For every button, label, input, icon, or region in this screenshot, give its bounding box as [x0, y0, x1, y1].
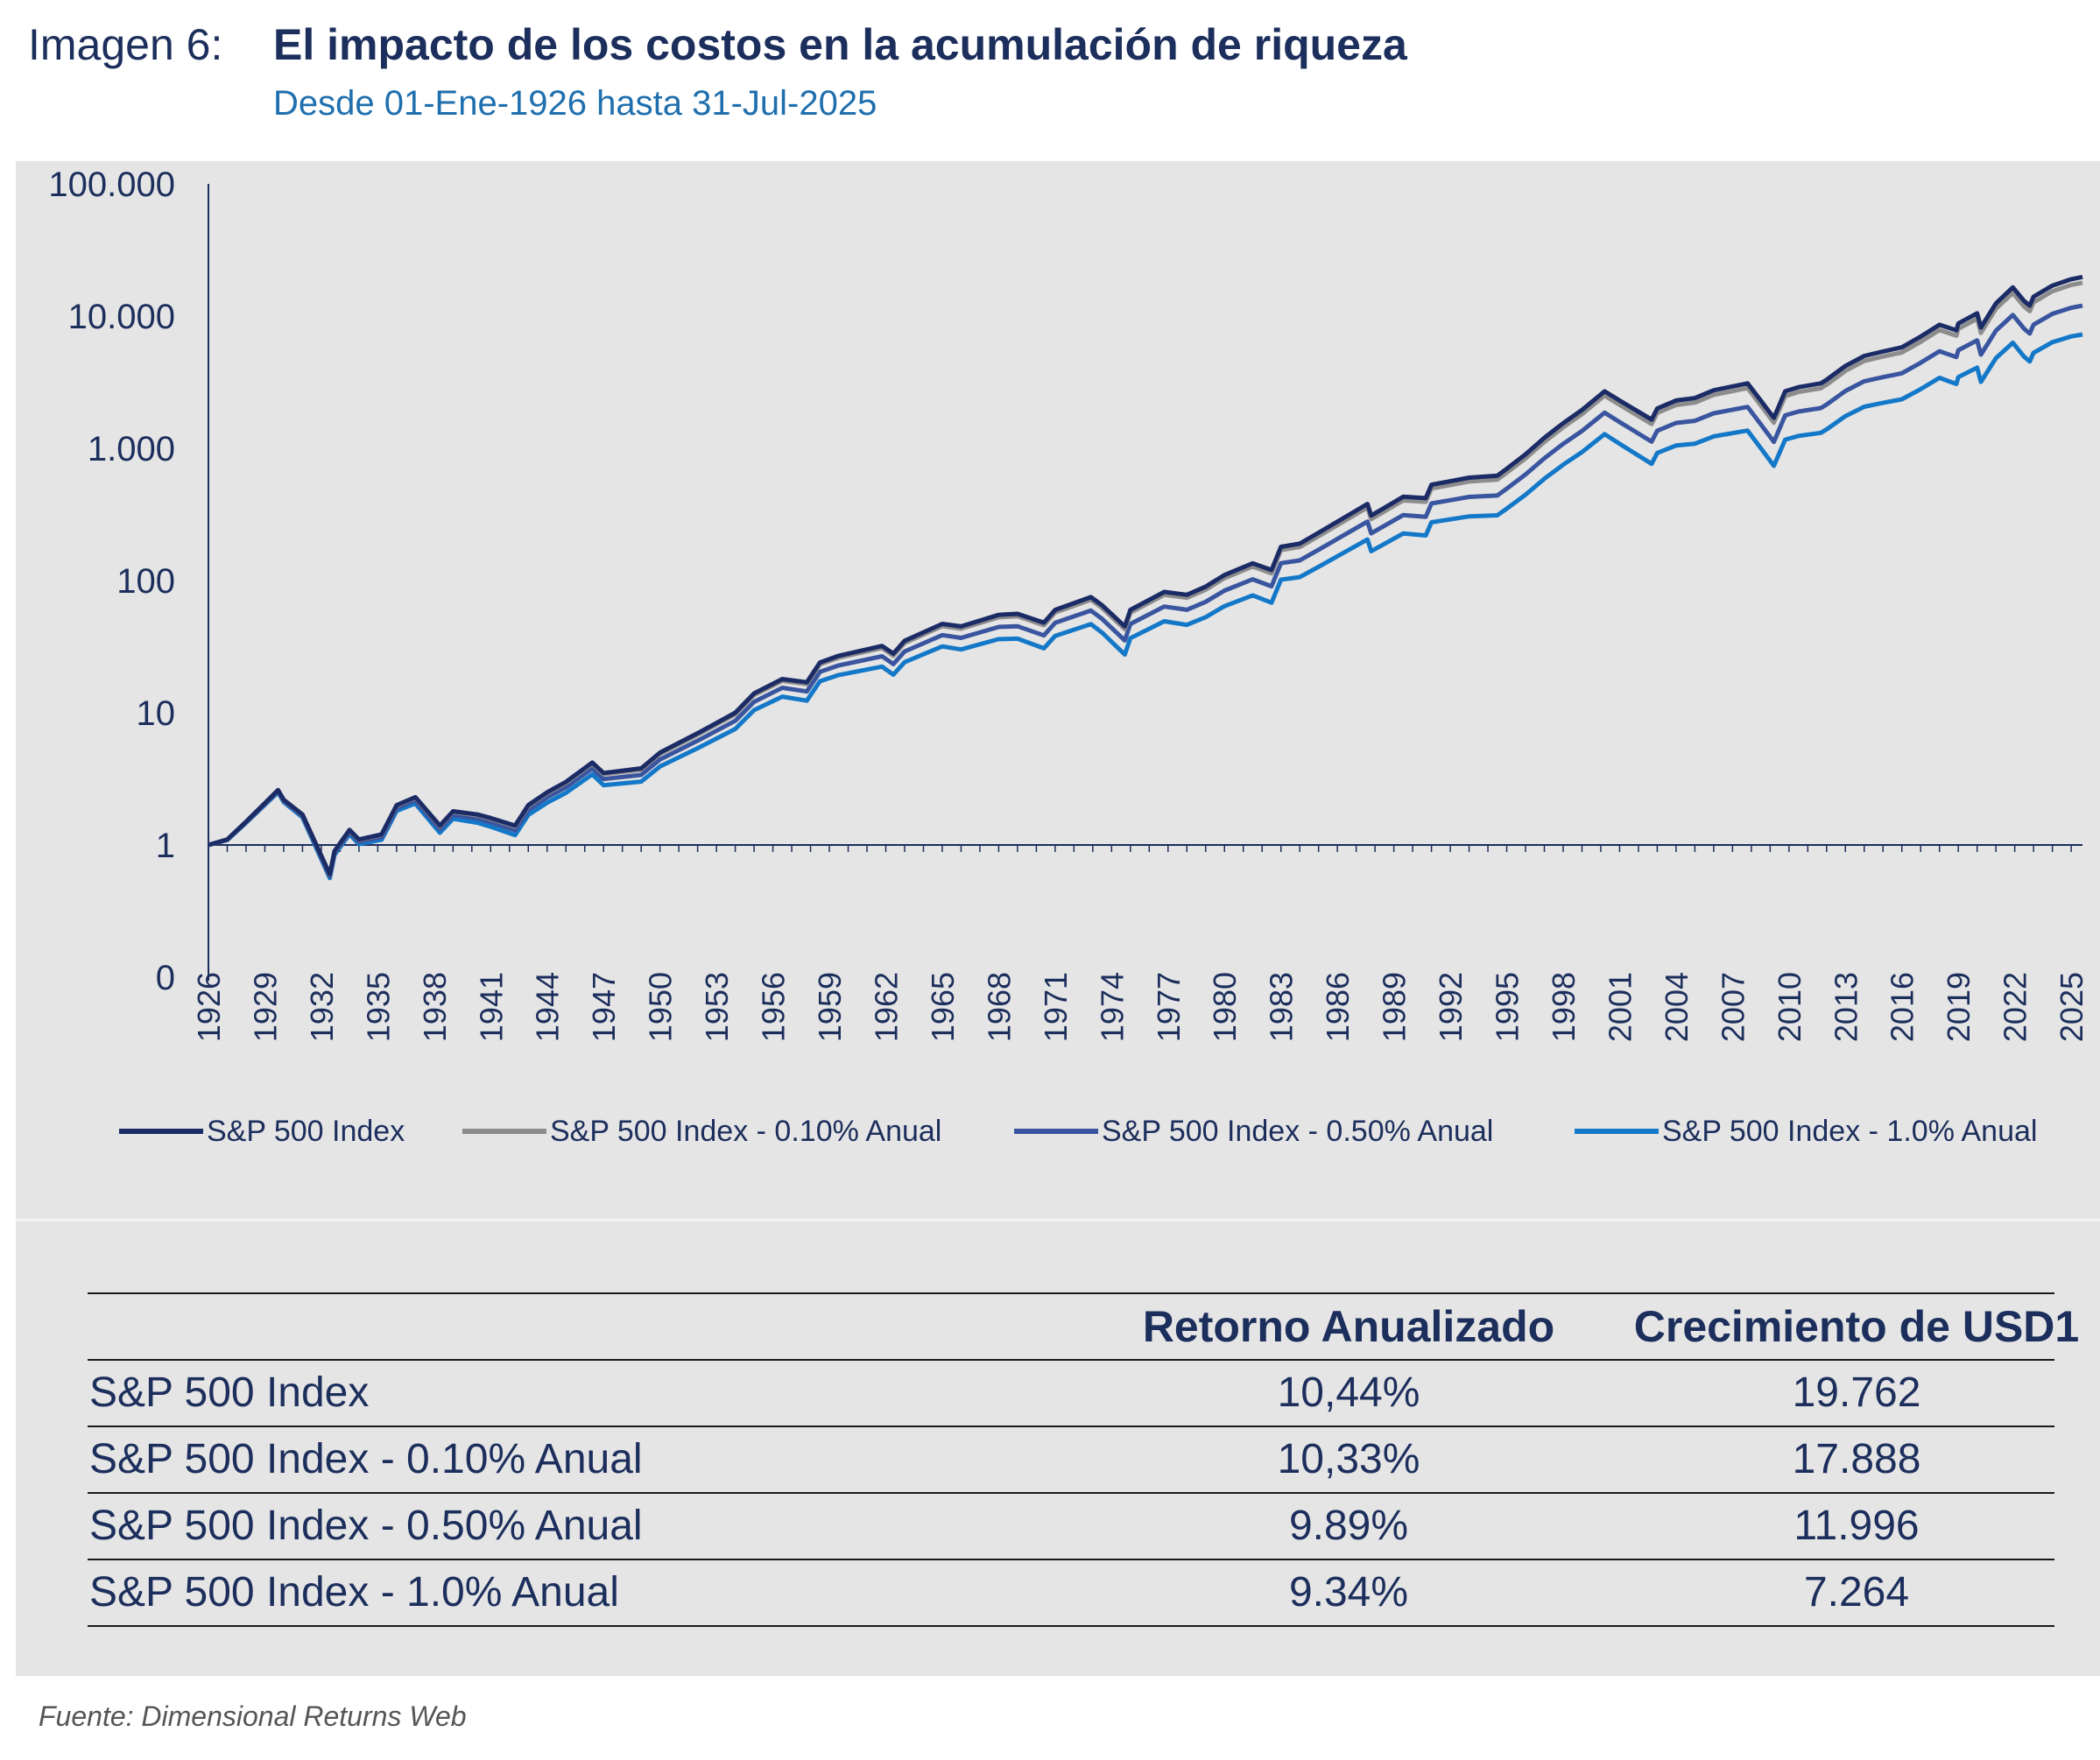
panel-divider	[16, 1219, 2100, 1221]
series-line-2	[208, 303, 2083, 879]
table-row: S&P 500 Index - 0.10% Anual 10,33% 17.88…	[88, 1427, 2054, 1494]
x-tick-label: 2022	[1998, 972, 2033, 1042]
legend-label-sp500: S&P 500 Index	[207, 1114, 405, 1148]
x-tick-label: 2004	[1659, 972, 1695, 1042]
legend-item-sp500-100: S&P 500 Index - 1.0% Anual	[1575, 1105, 2037, 1158]
figure-label: Imagen 6:	[28, 20, 223, 69]
chart-title: El impacto de los costos en la acumulaci…	[273, 20, 1407, 69]
y-tick-label: 0	[156, 959, 175, 997]
row-return: 9.89%	[1288, 1503, 1409, 1549]
legend-swatch-sp500-100	[1575, 1129, 1659, 1134]
row-growth: 17.888	[1792, 1436, 1921, 1482]
x-tick-label: 1980	[1207, 972, 1243, 1042]
x-tick-label: 2007	[1715, 972, 1751, 1042]
legend-item-sp500-010: S&P 500 Index - 0.10% Anual	[462, 1105, 941, 1158]
legend-swatch-sp500-010	[462, 1129, 546, 1134]
chart-legend: S&P 500 Index S&P 500 Index - 0.10% Anua…	[119, 1105, 2089, 1158]
legend-label-sp500-010: S&P 500 Index - 0.10% Anual	[550, 1114, 942, 1148]
legend-item-sp500-050: S&P 500 Index - 0.50% Anual	[1014, 1105, 1493, 1158]
series-line-1	[208, 280, 2083, 877]
x-tick-label: 2001	[1602, 972, 1638, 1042]
x-tick-label: 1989	[1377, 972, 1413, 1042]
x-tick-label: 2016	[1885, 972, 1920, 1042]
y-tick-label: 100	[116, 562, 175, 601]
y-tick-label: 1	[156, 827, 175, 865]
row-growth: 11.996	[1793, 1503, 1920, 1549]
legend-item-sp500: S&P 500 Index	[119, 1105, 405, 1158]
row-name: S&P 500 Index - 1.0% Anual	[89, 1569, 619, 1616]
x-tick-label: 2010	[1772, 972, 1808, 1042]
legend-label-sp500-100: S&P 500 Index - 1.0% Anual	[1662, 1114, 2038, 1148]
x-tick-label: 1968	[981, 972, 1017, 1042]
x-tick-label: 1944	[530, 972, 566, 1042]
results-table: Retorno Anualizado Crecimiento de USD1 S…	[88, 1292, 2079, 1627]
x-tick-label: 1974	[1094, 972, 1130, 1042]
table-header-growth: Crecimiento de USD1	[1633, 1302, 2080, 1351]
x-tick-label: 1941	[473, 972, 509, 1042]
legend-swatch-sp500-050	[1014, 1129, 1098, 1134]
row-return: 9.34%	[1288, 1569, 1409, 1616]
y-tick-label: 1.000	[88, 430, 175, 468]
legend-swatch-sp500	[119, 1129, 203, 1134]
x-tick-label: 2019	[1941, 972, 1977, 1042]
chart-axes: 0 1 10 100 1.000 10.000 100.000 1926 1929 1932 193…	[48, 165, 2089, 1042]
x-tick-label: 1947	[586, 972, 622, 1042]
row-growth: 7.264	[1803, 1569, 1910, 1616]
table-row: S&P 500 Index - 0.50% Anual 9.89% 11.996	[88, 1494, 2054, 1560]
row-name: S&P 500 Index	[89, 1369, 370, 1416]
table-header-row: Retorno Anualizado Crecimiento de USD1	[88, 1292, 2079, 1361]
x-tick-label: 1965	[925, 972, 961, 1042]
x-tick-label: 2013	[1828, 972, 1864, 1042]
x-tick-label: 1926	[191, 972, 227, 1042]
row-name: S&P 500 Index - 0.50% Anual	[89, 1503, 643, 1549]
x-tick-label: 1971	[1038, 972, 1074, 1042]
y-tick-label: 100.000	[48, 165, 175, 204]
row-growth: 19.762	[1792, 1369, 1921, 1416]
x-tick-label: 1959	[812, 972, 848, 1042]
table-header-return: Retorno Anualizado	[1142, 1302, 1555, 1351]
table-row: S&P 500 Index 10,44% 19.762	[88, 1361, 2054, 1427]
x-tick-label: 1938	[417, 972, 453, 1042]
x-tick-label: 1935	[360, 972, 396, 1042]
series-line-0	[208, 274, 2083, 876]
line-chart: 0 1 10 100 1.000 10.000 100.000 1926 1929 1932 193…	[48, 165, 2089, 1042]
row-return: 10,44%	[1277, 1369, 1420, 1416]
x-tick-label: 2025	[2054, 972, 2089, 1042]
x-tick-label: 1983	[1264, 972, 1300, 1042]
x-tick-label: 1992	[1433, 972, 1469, 1042]
row-return: 10,33%	[1277, 1436, 1420, 1482]
x-tick-label: 1953	[699, 972, 735, 1042]
x-tick-label: 1986	[1320, 972, 1356, 1042]
y-tick-label: 10	[137, 694, 176, 733]
y-tick-label: 10.000	[68, 298, 175, 336]
x-tick-label: 1956	[756, 972, 792, 1042]
chart-subtitle: Desde 01-Ene-1926 hasta 31-Jul-2025	[273, 84, 877, 123]
row-name: S&P 500 Index - 0.10% Anual	[89, 1436, 643, 1482]
x-tick-label: 1995	[1490, 972, 1526, 1042]
x-tick-label: 1929	[247, 972, 283, 1042]
source-note: Fuente: Dimensional Returns Web	[39, 1700, 467, 1732]
x-tick-label: 1932	[304, 972, 340, 1042]
x-tick-label: 1977	[1151, 972, 1187, 1042]
x-tick-label: 1950	[643, 972, 679, 1042]
table-row: S&P 500 Index - 1.0% Anual 9.34% 7.264	[88, 1560, 2054, 1627]
chart-lines	[208, 274, 2083, 881]
x-tick-label: 1962	[868, 972, 904, 1042]
series-line-3	[208, 332, 2083, 881]
legend-label-sp500-050: S&P 500 Index - 0.50% Anual	[1102, 1114, 1494, 1148]
x-tick-label: 1998	[1546, 972, 1582, 1042]
